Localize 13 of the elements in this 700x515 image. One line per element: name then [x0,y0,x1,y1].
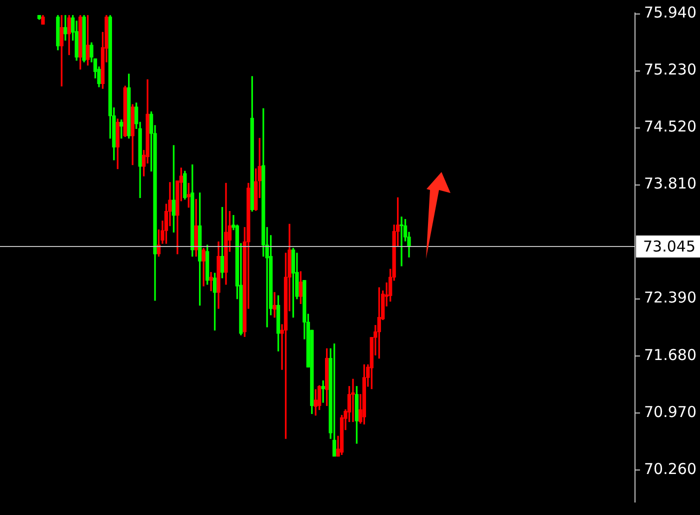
y-tick-label: 72.390 [644,288,696,307]
y-tick-label: 71.680 [644,346,696,364]
y-tick-label: 70.260 [644,460,696,478]
y-tick-label: 70.970 [644,402,696,421]
y-tick-label: 74.520 [644,118,696,136]
y-tick-label: 73.810 [644,174,696,193]
y-tick-label: 75.940 [644,4,696,22]
candlestick [209,272,213,292]
candlestick [272,292,276,318]
y-tick-label: 75.230 [644,60,696,79]
candlestick [400,216,404,266]
candlestick [351,378,355,422]
ref-line-label: 73.045 [643,237,696,256]
